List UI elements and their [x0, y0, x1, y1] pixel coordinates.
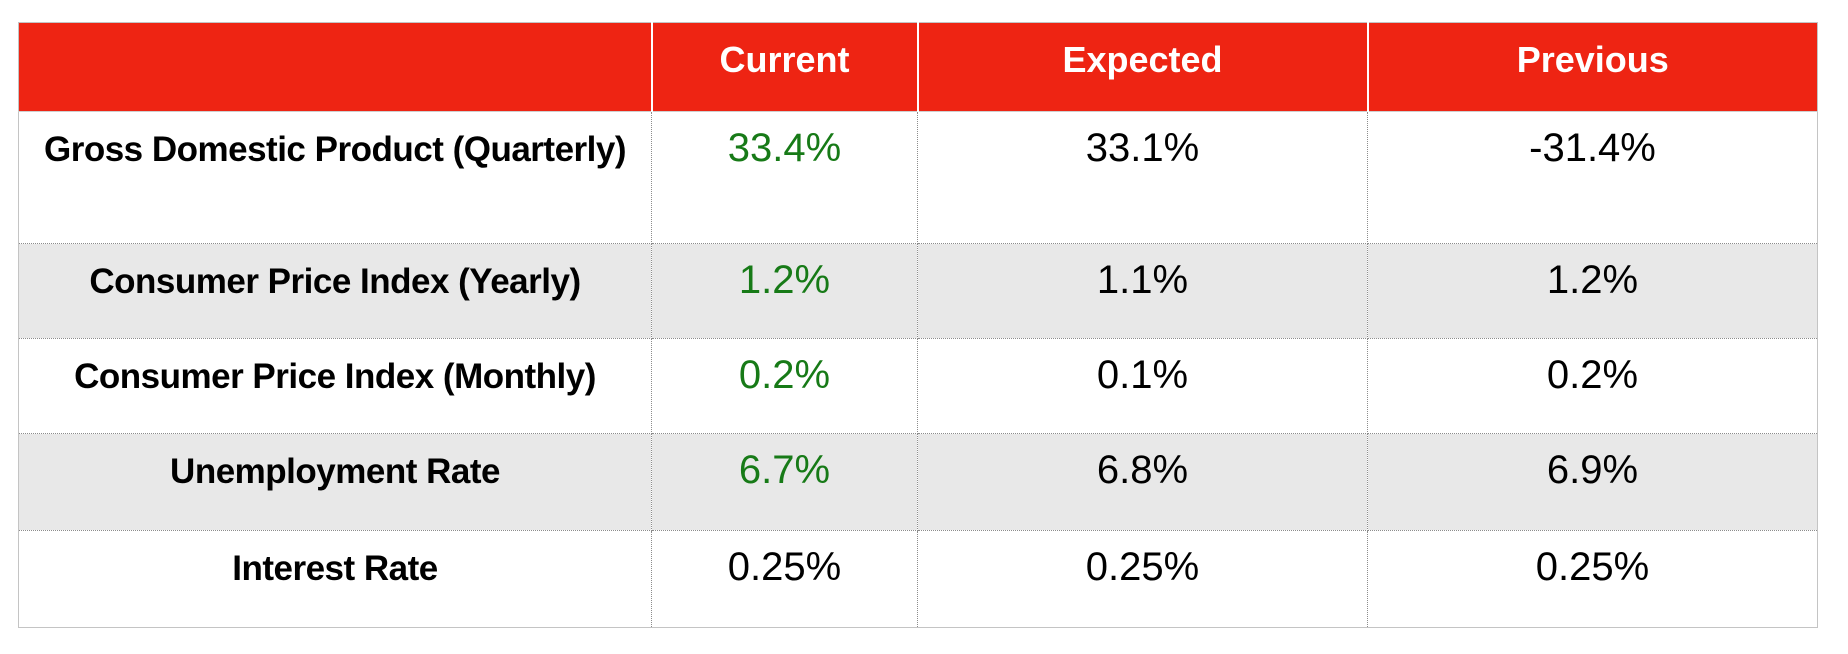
- indicator-label: Unemployment Rate: [18, 433, 652, 531]
- header-cell-current: Current: [650, 22, 918, 112]
- expected-value: 33.1%: [917, 111, 1368, 244]
- table-row-cpi-monthly: Consumer Price Index (Monthly) 0.2% 0.1%…: [18, 338, 1818, 434]
- header-cell-previous: Previous: [1366, 22, 1818, 112]
- current-value: 0.25%: [651, 530, 918, 628]
- table-row-interest: Interest Rate 0.25% 0.25% 0.25%: [18, 530, 1818, 628]
- header-row: Current Expected Previous: [18, 22, 1818, 112]
- expected-value: 6.8%: [917, 433, 1368, 531]
- current-value: 33.4%: [651, 111, 918, 244]
- current-value: 1.2%: [651, 243, 918, 339]
- previous-value: 1.2%: [1367, 243, 1818, 339]
- header-cell-expected: Expected: [916, 22, 1368, 112]
- economic-indicators-table: Current Expected Previous Gross Domestic…: [18, 22, 1818, 628]
- expected-value: 0.25%: [917, 530, 1368, 628]
- previous-value: 0.2%: [1367, 338, 1818, 434]
- table-row-unemployment: Unemployment Rate 6.7% 6.8% 6.9%: [18, 433, 1818, 531]
- indicator-label: Consumer Price Index (Monthly): [18, 338, 652, 434]
- current-value: 6.7%: [651, 433, 918, 531]
- indicator-label: Gross Domestic Product (Quarterly): [18, 111, 652, 244]
- expected-value: 1.1%: [917, 243, 1368, 339]
- previous-value: 6.9%: [1367, 433, 1818, 531]
- indicator-label: Interest Rate: [18, 530, 652, 628]
- previous-value: 0.25%: [1367, 530, 1818, 628]
- header-cell-indicator: [18, 22, 652, 112]
- table-row-cpi-yearly: Consumer Price Index (Yearly) 1.2% 1.1% …: [18, 243, 1818, 339]
- previous-value: -31.4%: [1367, 111, 1818, 244]
- expected-value: 0.1%: [917, 338, 1368, 434]
- current-value: 0.2%: [651, 338, 918, 434]
- table-row-gdp: Gross Domestic Product (Quarterly) 33.4%…: [18, 111, 1818, 244]
- indicator-label: Consumer Price Index (Yearly): [18, 243, 652, 339]
